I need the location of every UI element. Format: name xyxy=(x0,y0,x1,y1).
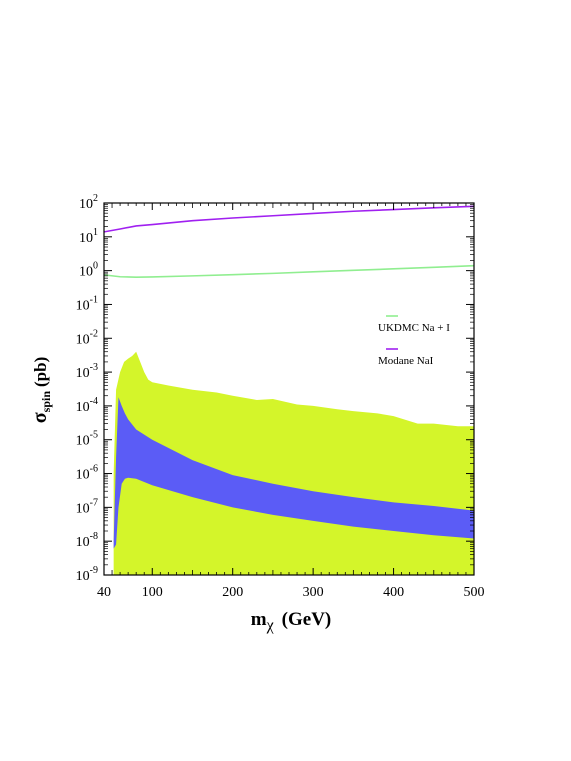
x-tick-label: 300 xyxy=(303,585,324,600)
lines-layer xyxy=(104,205,474,278)
y-tick-label: 10-4 xyxy=(76,396,98,415)
y-tick-label: 10-2 xyxy=(76,328,98,347)
y-tick-label: 10-8 xyxy=(76,531,98,550)
legend-label-modane-nai: Modane NaI xyxy=(378,355,434,367)
y-axis-title: σspin(pb) xyxy=(29,357,53,423)
y-tick-label: 100 xyxy=(79,261,98,280)
y-tick-label: 10-9 xyxy=(76,565,98,584)
legend: UKDMC Na + I Modane NaI xyxy=(378,315,450,367)
y-axis: 102 101 100 10-1 10-2 10-3 10-4 10-5 10-6 10-7 10-… xyxy=(76,193,474,584)
y-tick-label: 102 xyxy=(79,193,98,212)
x-tick-label: 500 xyxy=(464,585,485,600)
y-tick-label: 10-3 xyxy=(76,362,98,381)
y-tick-label: 10-5 xyxy=(76,430,98,449)
x-tick-label: 400 xyxy=(383,585,404,600)
x-axis: 40 100 200 300 400 500 xyxy=(97,203,485,600)
x-tick-label: 100 xyxy=(142,585,163,600)
band-inner xyxy=(113,397,474,549)
x-axis-title: mχ (GeV) xyxy=(251,609,332,634)
legend-label-ukdmc-na-i: UKDMC Na + I xyxy=(378,322,450,334)
y-tick-label: 101 xyxy=(79,227,98,246)
y-tick-label: 10-7 xyxy=(76,497,98,516)
bands-layer xyxy=(113,351,474,575)
series-line-ukdmc-na-i xyxy=(104,264,474,278)
series-line-modane-nai xyxy=(104,205,474,233)
y-tick-label: 10-1 xyxy=(76,294,98,313)
x-tick-label: 200 xyxy=(222,585,243,600)
x-tick-label: 40 xyxy=(97,585,111,600)
y-tick-label: 10-6 xyxy=(76,464,98,483)
